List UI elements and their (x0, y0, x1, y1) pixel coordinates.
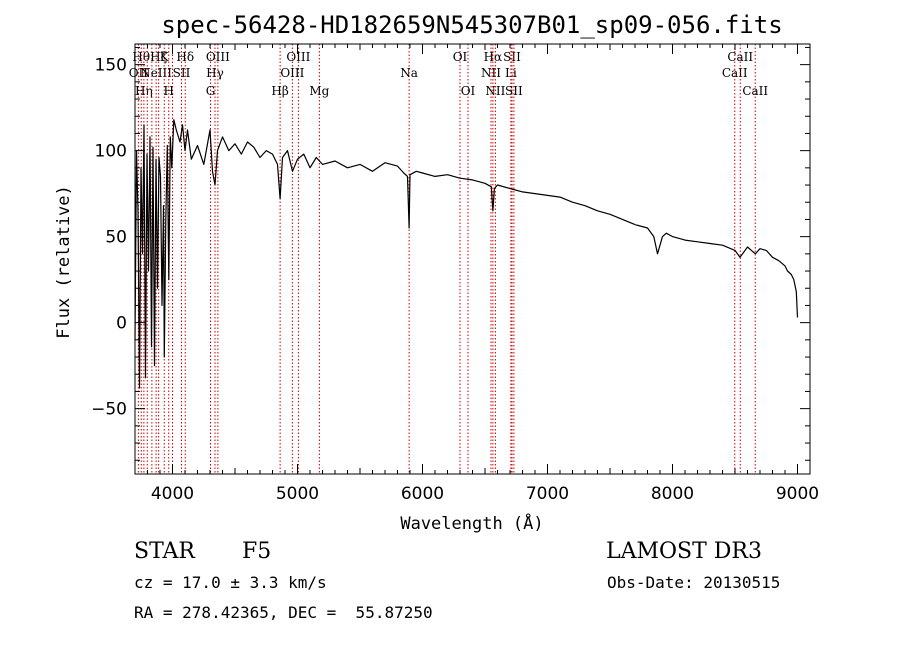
line-label-30: CaII (742, 84, 768, 98)
plot-area (134, 119, 799, 389)
x-tick-label: 5000 (276, 484, 319, 504)
line-label-18: Mg (309, 84, 329, 98)
line-label-28: CaII (722, 66, 748, 80)
line-label-27: SII (505, 84, 523, 98)
x-tick-label: 4000 (151, 484, 194, 504)
line-label-8: H (164, 84, 174, 98)
line-label-15: Hβ (271, 84, 288, 98)
y-axis-label: Flux (relative) (54, 185, 74, 339)
coordinates: RA = 278.42365, DEC = 55.87250 (134, 603, 433, 622)
line-label-14: OIII (206, 50, 230, 64)
redshift-value: cz = 17.0 ± 3.3 km/s (134, 573, 327, 592)
line-label-23: Hα (484, 50, 503, 64)
axes: 4000 5000 6000 7000 8000 9000 −50 0 50 100 150 (91, 43, 819, 504)
spectrum-line (134, 119, 799, 389)
x-tick-label: 8000 (651, 484, 694, 504)
y-tick-label: 50 (105, 228, 127, 248)
x-tick-label: 6000 (401, 484, 444, 504)
line-label-26: SII (503, 50, 521, 64)
spectrum-chart: spec-56428-HD182659N545307B01_sp09-056.f… (54, 11, 819, 534)
y-tick-label: 100 (95, 142, 127, 162)
line-label-19: Na (400, 66, 418, 80)
line-label-22: NII (481, 66, 501, 80)
line-label-1: Hθ (132, 50, 150, 64)
x-axis-label: Wavelength (Å) (400, 512, 543, 534)
line-label-10: SII (173, 66, 191, 80)
survey-name: LAMOST DR3 (606, 539, 762, 564)
plot-frame (134, 43, 811, 475)
chart-title: spec-56428-HD182659N545307B01_sp09-056.f… (161, 11, 782, 39)
line-label-29: CaII (727, 50, 753, 64)
line-label-24: NII (485, 84, 505, 98)
y-tick-label: 150 (95, 56, 127, 76)
line-label-6: Hζ (150, 50, 167, 64)
line-label-13: Hγ (206, 66, 224, 80)
y-tick-label: −50 (91, 400, 127, 420)
line-markers: OIIHθHηNeIIIHζKHSIIHδGHγOIIIHβOIIIOIIIMg… (129, 44, 768, 474)
line-label-5: NeIII (140, 66, 172, 80)
line-label-7: K (160, 50, 170, 64)
line-label-20: OI (453, 50, 468, 64)
line-label-17: OIII (286, 50, 310, 64)
x-tick-label: 9000 (776, 484, 819, 504)
object-subclass: F5 (242, 539, 272, 564)
line-label-21: OI (461, 84, 476, 98)
line-label-12: G (206, 84, 216, 98)
line-label-11: Hδ (176, 50, 194, 64)
line-label-16: OIII (280, 66, 304, 80)
observation-date: Obs-Date: 20130515 (607, 573, 781, 592)
line-label-25: Li (505, 66, 517, 80)
y-tick-label: 0 (116, 314, 127, 334)
x-tick-label: 7000 (526, 484, 569, 504)
line-label-2: Hη (135, 84, 153, 98)
object-class: STAR (134, 539, 195, 564)
